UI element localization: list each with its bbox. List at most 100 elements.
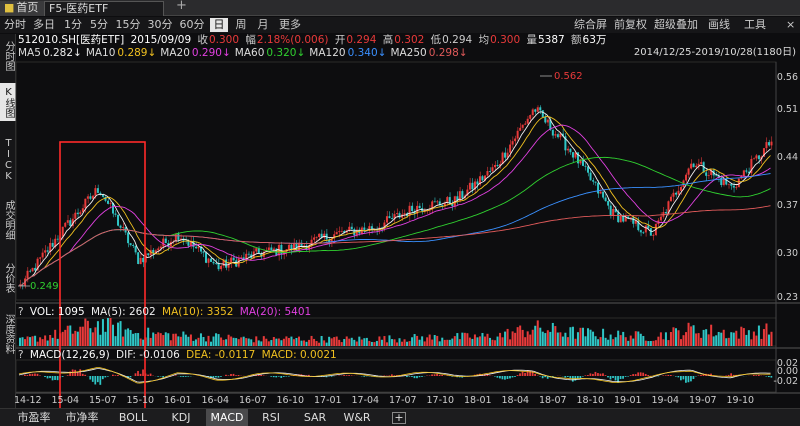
indicator-tab-5[interactable]: RSI (262, 411, 280, 424)
period-2[interactable]: 1分 (64, 18, 82, 31)
volume-bar (436, 335, 439, 346)
candle-body (403, 213, 406, 215)
candle-body (220, 265, 223, 270)
candle-body (461, 191, 464, 199)
candle-body (644, 225, 647, 233)
candle-body (390, 218, 393, 220)
add-indicator-button[interactable]: + (392, 412, 406, 424)
macd-bar (677, 376, 680, 378)
candle-body (587, 166, 590, 173)
indicator-tab-6[interactable]: SAR (303, 411, 327, 424)
tool-3[interactable]: 画线 (708, 18, 730, 31)
macd-bar (51, 376, 54, 381)
date-tick: 16-10 (276, 395, 305, 406)
period-1[interactable]: 多日 (33, 18, 55, 31)
macd-bar (416, 376, 418, 379)
candle-body (423, 210, 426, 212)
ma120-line (18, 173, 771, 286)
side-fenshi[interactable]: 分时图 (3, 41, 14, 71)
macd-bar (46, 376, 49, 379)
macd-bar (49, 376, 51, 379)
macd-bar (79, 369, 82, 376)
macd-bar (644, 373, 647, 376)
volume-bar (647, 341, 650, 346)
volume-bar (504, 331, 507, 346)
arrow-down-icon: ↓ (73, 47, 82, 59)
volume-bar (132, 333, 135, 346)
tool-4[interactable]: 工具 (744, 18, 766, 31)
candle-body (496, 164, 499, 167)
macd-bar (383, 375, 386, 376)
tool-0[interactable]: 综合屏 (574, 18, 607, 31)
volume-bar (511, 331, 514, 346)
candle-body (566, 148, 569, 151)
volume-bar (225, 339, 228, 346)
candle-body (265, 250, 268, 252)
volume-bar (265, 338, 268, 346)
indicator-tab-0[interactable]: 市盈率 (17, 411, 51, 424)
indicator-tab-3[interactable]: KDJ (171, 411, 191, 424)
candle-body (745, 170, 748, 172)
indicator-tab-2[interactable]: BOLL (118, 411, 148, 424)
tab-home[interactable]: ■ 首页 (0, 1, 44, 16)
candle-body (730, 183, 733, 186)
period-5[interactable]: 30分 (147, 18, 173, 31)
candle-body (127, 232, 130, 244)
volume-bar (458, 339, 461, 346)
panel-frame (15, 61, 777, 301)
side-fenjia[interactable]: 分价表 (3, 263, 14, 293)
candle-body (722, 178, 725, 186)
period-4[interactable]: 15分 (115, 18, 141, 31)
price-tick: 0.30 (776, 248, 798, 259)
period-9[interactable]: 月 (257, 18, 269, 31)
tool-2[interactable]: 超级叠加 (654, 18, 698, 31)
macd-bar (682, 376, 685, 380)
macd-bar (127, 376, 129, 378)
candle-body (44, 250, 47, 253)
add-tab-button[interactable]: + (176, 0, 187, 13)
indicator-tab-1[interactable]: 市净率 (65, 411, 99, 424)
volume-bar (360, 339, 363, 346)
candle-body (667, 201, 670, 214)
macd-help-icon[interactable]: ? (18, 349, 24, 361)
volume-bar (406, 341, 409, 346)
macd-bar (664, 375, 667, 376)
candle-body (564, 136, 567, 151)
period-8[interactable]: 周 (235, 18, 247, 31)
volume-bar (139, 338, 142, 346)
indicator-tab-7[interactable]: W&R (343, 411, 371, 424)
volume-bar (423, 341, 426, 346)
close-icon[interactable]: × (786, 18, 796, 31)
indicator-tab-4[interactable]: MACD (206, 409, 248, 426)
tool-1[interactable]: 前复权 (614, 18, 647, 31)
side-kxian[interactable]: K线图 (0, 83, 16, 121)
macd-bar (765, 376, 768, 377)
vol-help-icon[interactable]: ? (18, 306, 24, 318)
ma-value-4: 0.340 (347, 47, 378, 59)
volume-bar (398, 338, 401, 346)
volume-bar (426, 337, 429, 346)
candle-body (431, 201, 434, 210)
volume-bar (491, 339, 494, 346)
side-chengjiao[interactable]: 成交明细 (3, 200, 14, 240)
macd-bar (581, 376, 584, 377)
period-6[interactable]: 60分 (179, 18, 205, 31)
volume-bar (19, 337, 22, 346)
volume-bar (152, 332, 155, 346)
period-10[interactable]: 更多 (279, 18, 301, 31)
candle-body (111, 202, 115, 214)
volume-bar (240, 337, 243, 346)
volume-bar (31, 336, 34, 346)
volume-bar (340, 342, 343, 346)
volume-bar (488, 337, 492, 346)
macd-bar (91, 376, 94, 382)
period-3[interactable]: 5分 (90, 18, 108, 31)
volume-bar (478, 336, 481, 346)
period-7[interactable]: 日 (210, 18, 228, 32)
volume-bar (61, 331, 64, 346)
period-0[interactable]: 分时 (4, 18, 26, 31)
side-shendu[interactable]: 深度资料 (3, 314, 14, 354)
macd-bar (506, 376, 509, 380)
macd-bar (262, 375, 265, 376)
side-tick[interactable]: TICK (3, 138, 14, 182)
